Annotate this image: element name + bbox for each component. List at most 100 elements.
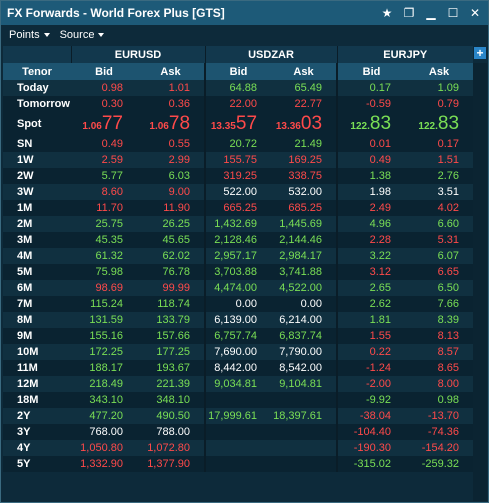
bid-cell[interactable]: 0.01	[336, 136, 406, 152]
tenor-header[interactable]: Tenor	[3, 63, 71, 80]
ask-cell[interactable]: 7,790.00	[271, 344, 338, 360]
bid-cell[interactable]: 1.55	[336, 328, 406, 344]
table-row[interactable]: 2W 5.77 6.03 319.25 338.75 1.38 2.76	[3, 168, 474, 184]
bid-cell[interactable]: 1.98	[336, 184, 406, 200]
table-row[interactable]: 3W 8.60 9.00 522.00 532.00 1.98 3.51	[3, 184, 474, 200]
bid-cell[interactable]: 2.49	[336, 200, 406, 216]
bid-cell[interactable]: 7,690.00	[204, 344, 272, 360]
table-row[interactable]: 3M 45.35 45.65 2,128.46 2,144.46 2.28 5.31	[3, 232, 474, 248]
bid-cell[interactable]: 8,442.00	[204, 360, 272, 376]
bid-cell[interactable]: 98.69	[71, 280, 137, 296]
maximize-icon[interactable]: ☐	[447, 6, 459, 20]
bid-cell[interactable]: 131.59	[71, 312, 137, 328]
bid-cell[interactable]: 4.96	[336, 216, 406, 232]
bid-cell[interactable]: 522.00	[204, 184, 272, 200]
bid-cell[interactable]	[204, 440, 272, 456]
ask-cell[interactable]: 7.66	[405, 296, 474, 312]
ask-cell[interactable]: 9.00	[137, 184, 206, 200]
bid-cell[interactable]: 665.25	[204, 200, 272, 216]
restore-icon[interactable]: ❐	[403, 6, 415, 20]
ask-cell[interactable]: 0.79	[405, 96, 474, 112]
points-dropdown[interactable]: Points	[9, 29, 50, 41]
bid-cell[interactable]: 75.98	[71, 264, 137, 280]
ask-cell[interactable]	[271, 392, 338, 408]
ask-cell[interactable]: 9,104.81	[271, 376, 338, 392]
bid-cell[interactable]: 1,432.69	[204, 216, 272, 232]
ask-cell[interactable]: 0.17	[405, 136, 474, 152]
table-row[interactable]: 9M 155.16 157.66 6,757.74 6,837.74 1.55 8.13	[3, 328, 474, 344]
bid-cell[interactable]: -1.24	[336, 360, 406, 376]
ask-cell[interactable]	[271, 424, 338, 440]
ask-cell[interactable]: 532.00	[271, 184, 338, 200]
ask-cell[interactable]: 26.25	[137, 216, 206, 232]
bid-cell[interactable]: 6,139.00	[204, 312, 272, 328]
bid-cell[interactable]: -190.30	[336, 440, 406, 456]
ask-cell[interactable]: 0.00	[271, 296, 338, 312]
bid-cell[interactable]: 25.75	[71, 216, 137, 232]
bid-cell[interactable]: 2.62	[336, 296, 406, 312]
ask-cell[interactable]: 685.25	[271, 200, 338, 216]
bid-cell[interactable]: 172.25	[71, 344, 137, 360]
bid-cell[interactable]: 6,757.74	[204, 328, 272, 344]
ask-cell[interactable]	[271, 440, 338, 456]
ask-cell[interactable]: -154.20	[405, 440, 474, 456]
bid-cell[interactable]: -0.59	[336, 96, 406, 112]
ask-cell[interactable]: 6,837.74	[271, 328, 338, 344]
spot-bid-cell[interactable]: 13.3557	[204, 112, 272, 136]
ask-cell[interactable]: 6.03	[137, 168, 206, 184]
ask-cell[interactable]: 11.90	[137, 200, 206, 216]
table-row[interactable]: 3Y 768.00 788.00 -104.40 -74.36	[3, 424, 474, 440]
ask-cell[interactable]: 5.31	[405, 232, 474, 248]
ask-cell[interactable]: 8.13	[405, 328, 474, 344]
ask-cell[interactable]: 177.25	[137, 344, 206, 360]
table-row[interactable]: Today 0.98 1.01 64.88 65.49 0.17 1.09	[3, 80, 474, 96]
ask-cell[interactable]: 338.75	[271, 168, 338, 184]
bid-cell[interactable]: 768.00	[71, 424, 137, 440]
bid-cell[interactable]: 2.65	[336, 280, 406, 296]
bid-cell[interactable]: 61.32	[71, 248, 137, 264]
table-row[interactable]: 4M 61.32 62.02 2,957.17 2,984.17 3.22 6.07	[3, 248, 474, 264]
bid-cell[interactable]: 0.49	[336, 152, 406, 168]
bid-cell[interactable]: 20.72	[204, 136, 272, 152]
bid-cell[interactable]: -104.40	[336, 424, 406, 440]
pair-header-eurjpy[interactable]: EURJPY	[336, 46, 474, 63]
ask-cell[interactable]: 169.25	[271, 152, 338, 168]
ask-cell[interactable]: 788.00	[137, 424, 206, 440]
ask-cell[interactable]: -74.36	[405, 424, 474, 440]
ask-cell[interactable]: 0.36	[137, 96, 206, 112]
ask-cell[interactable]: 21.49	[271, 136, 338, 152]
bid-cell[interactable]: 155.75	[204, 152, 272, 168]
table-row[interactable]: 10M 172.25 177.25 7,690.00 7,790.00 0.22 8.57	[3, 344, 474, 360]
ask-cell[interactable]: 221.39	[137, 376, 206, 392]
table-row[interactable]: 11M 188.17 193.67 8,442.00 8,542.00 -1.24 8.65	[3, 360, 474, 376]
ask-cell[interactable]: 62.02	[137, 248, 206, 264]
table-row[interactable]: 2Y 477.20 490.50 17,999.61 18,397.61 -38.04 -1…	[3, 408, 474, 424]
table-row[interactable]: 6M 98.69 99.99 4,474.00 4,522.00 2.65 6.50	[3, 280, 474, 296]
spot-ask-cell[interactable]: 122.83	[405, 112, 474, 136]
pair-header-eurusd[interactable]: EURUSD	[70, 46, 206, 63]
title-bar[interactable]: FX Forwards - World Forex Plus [GTS] ★ ❐…	[1, 1, 488, 25]
bid-cell[interactable]	[204, 392, 272, 408]
bid-cell[interactable]: 8.60	[71, 184, 137, 200]
bid-cell[interactable]: 477.20	[71, 408, 137, 424]
ask-cell[interactable]: 348.10	[137, 392, 206, 408]
bid-cell[interactable]	[204, 456, 272, 472]
bid-cell[interactable]: -2.00	[336, 376, 406, 392]
ask-cell[interactable]: -13.70	[405, 408, 474, 424]
ask-cell[interactable]: 2.76	[405, 168, 474, 184]
ask-cell[interactable]: -259.32	[405, 456, 474, 472]
bid-cell[interactable]: 1,332.90	[71, 456, 137, 472]
bid-cell[interactable]: 45.35	[71, 232, 137, 248]
bid-cell[interactable]: 0.00	[204, 296, 272, 312]
bid-cell[interactable]: 64.88	[204, 80, 272, 96]
ask-cell[interactable]: 99.99	[137, 280, 206, 296]
bid-cell[interactable]: 11.70	[71, 200, 137, 216]
bid-cell[interactable]: -315.02	[336, 456, 406, 472]
vertical-scrollbar[interactable]	[473, 63, 487, 501]
ask-cell[interactable]: 2.99	[137, 152, 206, 168]
ask-cell[interactable]: 193.67	[137, 360, 206, 376]
bid-cell[interactable]	[204, 424, 272, 440]
table-row[interactable]: 7M 115.24 118.74 0.00 0.00 2.62 7.66	[3, 296, 474, 312]
table-row[interactable]: 5M 75.98 76.78 3,703.88 3,741.88 3.12 6.65	[3, 264, 474, 280]
ask-cell[interactable]: 45.65	[137, 232, 206, 248]
